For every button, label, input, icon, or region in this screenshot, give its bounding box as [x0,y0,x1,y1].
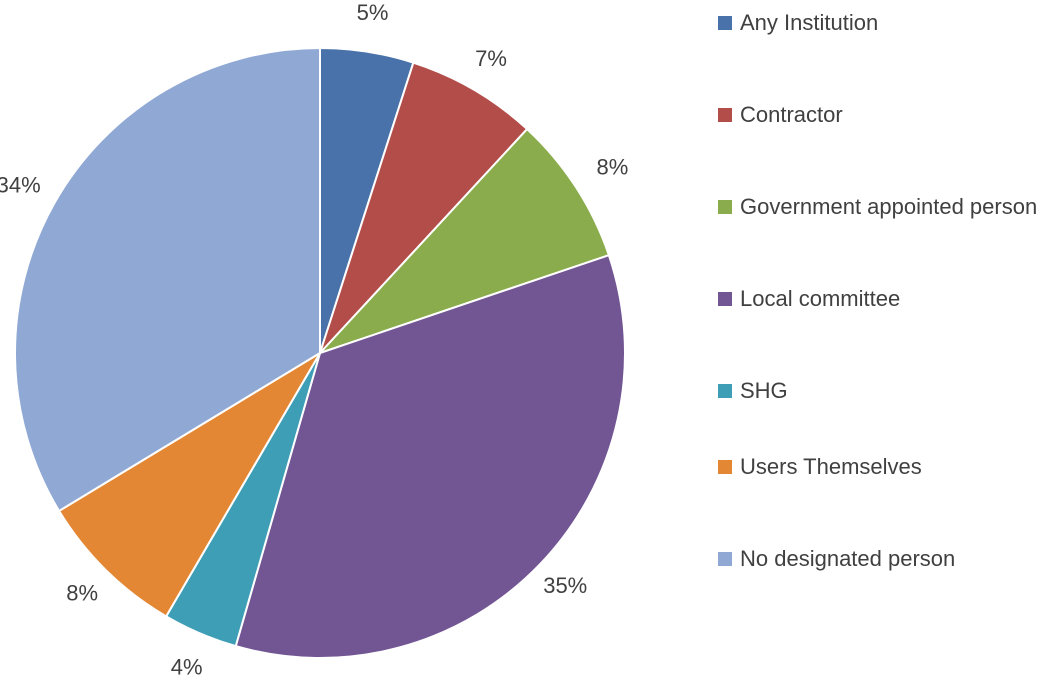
data-label-5: 4% [171,654,203,679]
legend-item-2: Contractor [718,100,1050,130]
legend-swatch [718,16,732,30]
pie-slice-6 [58,352,321,618]
data-label-7: 34% [0,172,41,197]
legend-swatch [718,200,732,214]
legend-swatch [718,292,732,306]
pie-slice-7 [14,47,321,512]
legend-item-3: Government appointed person [718,192,1050,222]
pie-slice-3 [319,128,610,354]
legend-label: Local committee [740,286,901,311]
legend-item-4: Local committee [718,284,1050,314]
pie-slices [14,47,626,659]
pie-data-labels: 5% 7% 8% 35% 4% 8% 34% [0,0,628,679]
legend-label: Contractor [740,102,843,127]
data-label-4: 35% [543,573,587,598]
legend-swatch [718,108,732,122]
legend-label: SHG [740,378,788,403]
legend-item-7: No designated person [718,544,1050,574]
legend-label: Government appointed person [740,194,1038,219]
data-label-1: 5% [357,0,389,25]
pie-slice-4 [234,254,626,659]
legend-item-5: SHG [718,376,1050,406]
pie-chart: 5% 7% 8% 35% 4% 8% 34% [0,0,628,679]
legend-swatch [718,552,732,566]
data-label-2: 7% [475,46,507,71]
legend-swatch [718,460,732,474]
legend-item-1: Any Institution [718,8,1050,38]
legend-label: Users Themselves [740,454,922,479]
legend-label: No designated person [740,546,956,571]
pie-slice-2 [319,61,529,354]
legend-swatch [718,384,732,398]
data-label-3: 8% [597,154,629,179]
data-label-6: 8% [66,580,98,605]
legend-item-6: Users Themselves [718,452,1050,482]
legend-label: Any Institution [740,10,879,35]
